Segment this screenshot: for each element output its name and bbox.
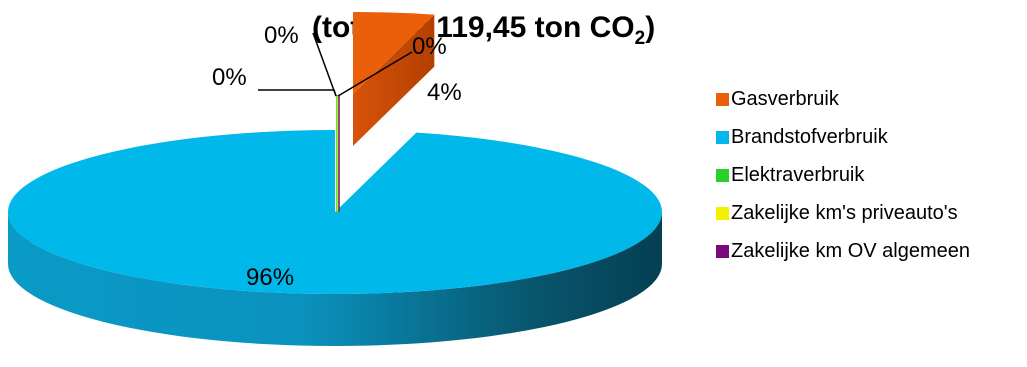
legend-label-zakelijke-km-ov-algemeen: Zakelijke km OV algemeen — [731, 240, 970, 262]
legend-swatch-brandstofverbruik — [716, 131, 729, 144]
leader-line-elektraverbruik — [258, 89, 337, 97]
chart-title-subscript: 2 — [635, 28, 646, 49]
leader-line-zakelijke-km-s-priveauto-s — [312, 32, 337, 97]
pie-slice-side-gasverbruik — [353, 14, 435, 146]
data-label-zakelijke-km-s-priveauto-s: 0% — [264, 22, 299, 49]
data-label-elektraverbruik: 0% — [212, 64, 247, 91]
legend-label-gasverbruik: Gasverbruik — [731, 88, 840, 110]
legend-label-brandstofverbruik: Brandstofverbruik — [731, 126, 889, 148]
pie-slice-brandstofverbruik — [7, 130, 662, 294]
pie-slice-gasverbruik — [353, 12, 435, 94]
legend-label-zakelijke-km-s-priveauto-s: Zakelijke km's priveauto's — [731, 202, 958, 224]
legend-swatch-elektraverbruik — [716, 169, 729, 182]
legend-swatch-zakelijke-km-s-priveauto-s — [716, 207, 729, 220]
leader-line-zakelijke-km-ov-algemeen — [337, 51, 413, 97]
data-labels: 4% 96% 0% 0% 0% — [212, 22, 462, 291]
legend-swatch-zakelijke-km-ov-algemeen — [716, 245, 729, 258]
data-label-brandstofverbruik: 96% — [246, 264, 294, 291]
chart-title-end: ) — [645, 11, 655, 44]
legend-swatch-gasverbruik — [716, 93, 729, 106]
pie-plot-area — [7, 12, 662, 346]
data-label-gasverbruik: 4% — [427, 79, 462, 106]
pie-slice-side-brandstofverbruik — [8, 212, 662, 346]
legend-label-elektraverbruik: Elektraverbruik — [731, 164, 865, 186]
data-label-zakelijke-km-ov-algemeen: 0% — [412, 33, 447, 60]
legend: Gasverbruik Brandstofverbruik Elektraverbr… — [716, 88, 970, 262]
